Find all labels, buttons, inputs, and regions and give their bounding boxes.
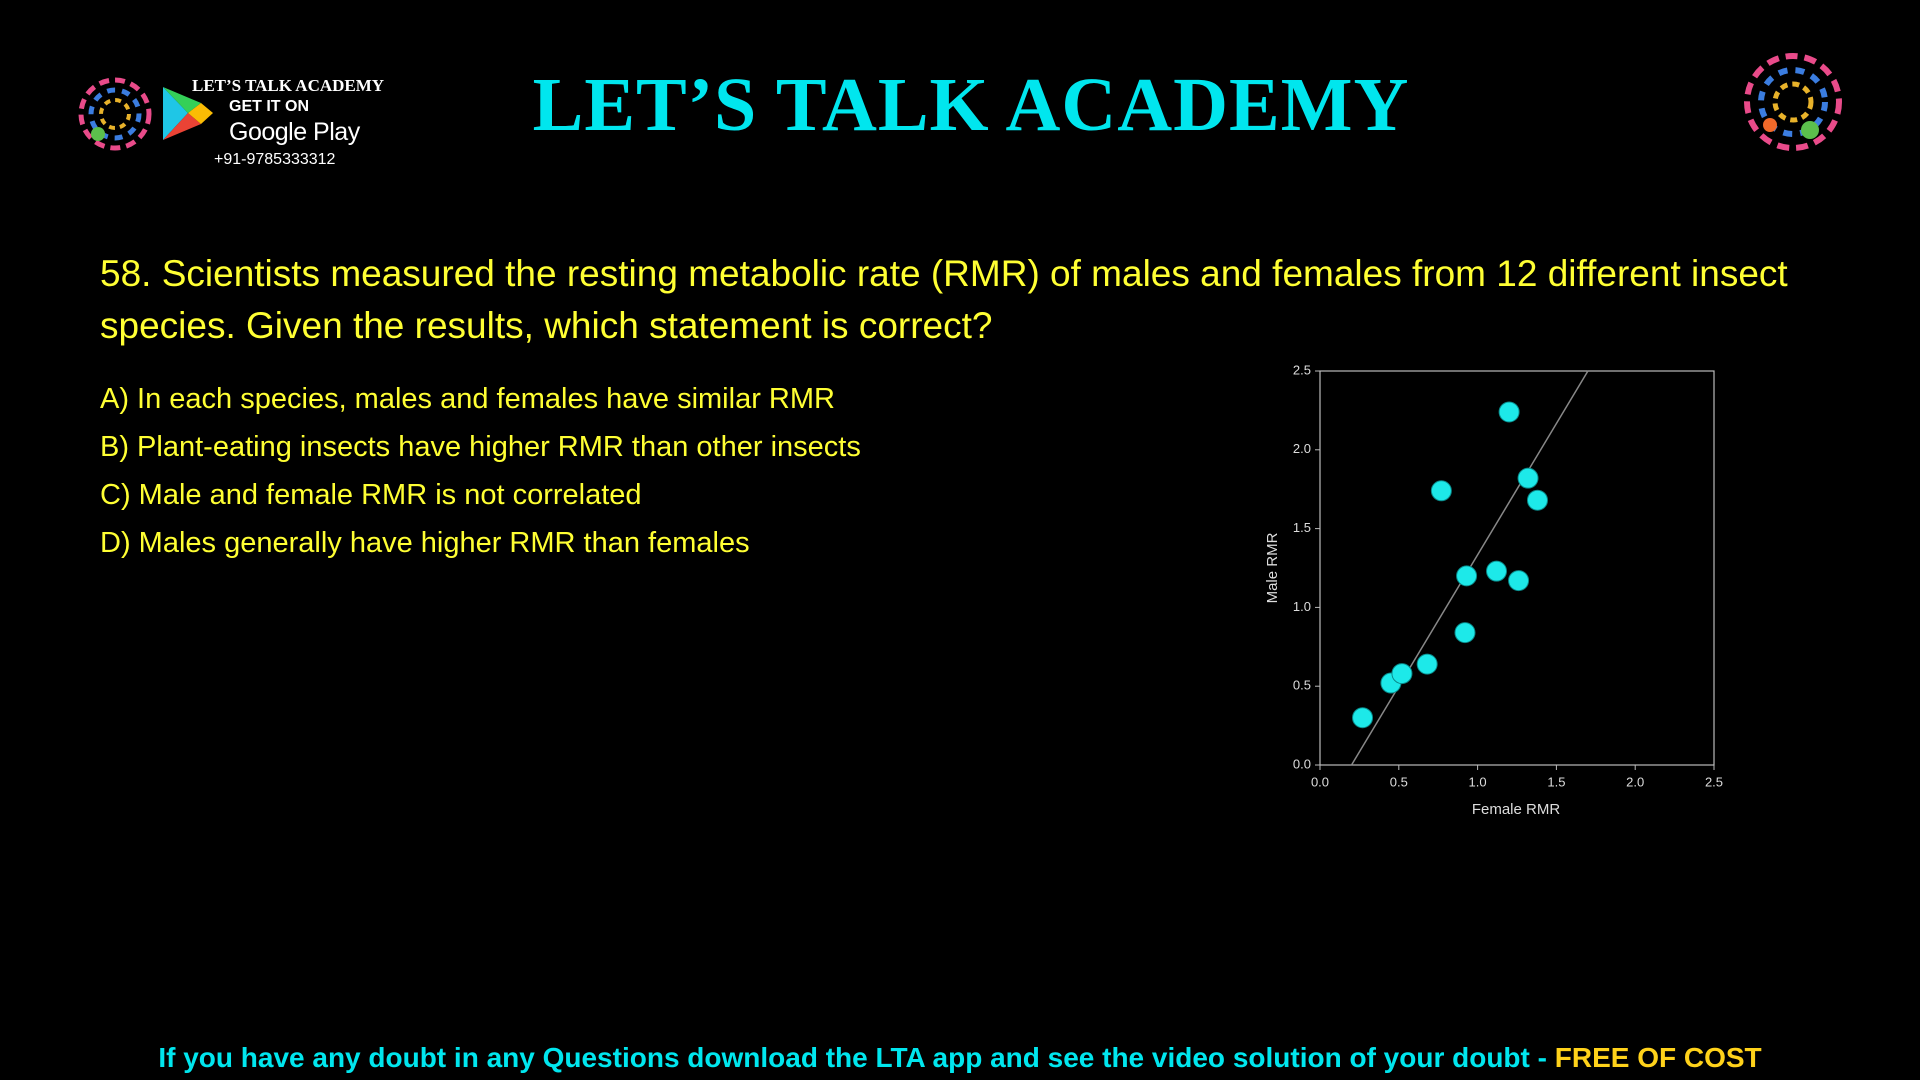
footer-text: If you have any doubt in any Questions d… (158, 1042, 1555, 1073)
brand: LET’S TALK ACADEMY (192, 76, 385, 95)
x-tick-label: 0.0 (1311, 774, 1329, 789)
logo-right (1744, 53, 1842, 151)
point (1526, 489, 1548, 511)
y-axis-label: Male RMR (1264, 532, 1281, 603)
point (1456, 565, 1478, 587)
footer: If you have any doubt in any Questions d… (0, 1042, 1920, 1074)
y-tick-label: 2.5 (1293, 362, 1311, 377)
x-tick-label: 2.5 (1705, 774, 1723, 789)
store-name: Google Play (229, 118, 360, 146)
option: C) Male and female RMR is not correlated (100, 479, 642, 511)
question: 58. Scientists measured the resting meta… (100, 253, 1788, 346)
point (1416, 653, 1438, 675)
y-tick-label: 2.0 (1293, 441, 1311, 456)
point (1391, 663, 1413, 685)
chart: Female RMR Male RMR 0.0 0.5 1.0 1.5 2.0 2.5 0.… (1264, 362, 1723, 818)
option: A) In each species, males and females ha… (100, 383, 835, 415)
y-tick-label: 1.0 (1293, 599, 1311, 614)
option: B) Plant-eating insects have higher RMR … (100, 431, 861, 463)
point (1430, 480, 1452, 502)
play-icon (163, 87, 213, 140)
point (1352, 707, 1374, 729)
plot-frame (1319, 370, 1715, 766)
y-tick-label: 0.5 (1293, 678, 1311, 693)
x-tick-label: 1.0 (1469, 774, 1487, 789)
point (1486, 560, 1508, 582)
point (1508, 570, 1530, 592)
point (1517, 467, 1539, 489)
get-it-on: GET IT ON (229, 98, 309, 115)
point (1498, 401, 1520, 423)
footer-highlight: FREE OF COST (1554, 1042, 1762, 1073)
x-tick-label: 0.5 (1390, 774, 1408, 789)
x-tick-label: 2.0 (1626, 774, 1644, 789)
y-tick-label: 1.5 (1293, 520, 1311, 535)
x-tick-label: 1.5 (1547, 774, 1565, 789)
y-tick-label: 0.0 (1293, 756, 1311, 771)
phone: +91-9785333312 (214, 151, 336, 168)
title: LET’S TALK ACADEMY (532, 63, 1410, 147)
logo-left (78, 77, 152, 151)
option: D) Males generally have higher RMR than … (100, 527, 750, 559)
x-axis-label: Female RMR (1472, 801, 1561, 818)
point (1454, 622, 1476, 644)
